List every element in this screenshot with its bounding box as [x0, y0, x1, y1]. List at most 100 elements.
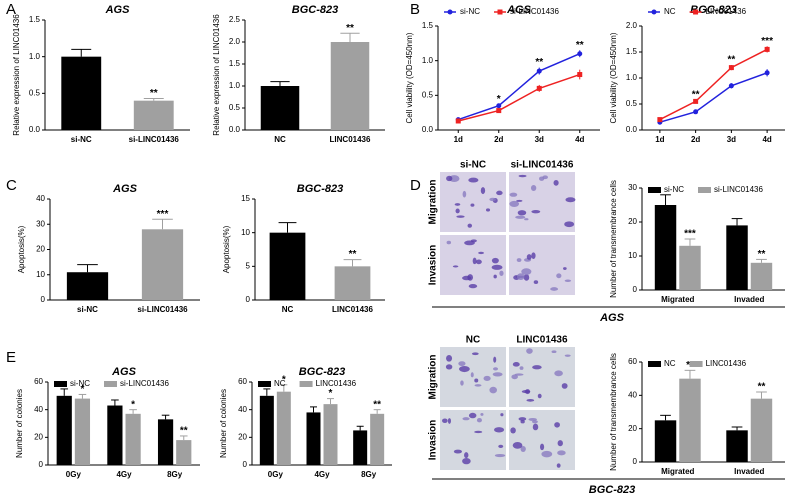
cell	[526, 348, 533, 354]
cell	[474, 378, 479, 383]
legend-label: NC	[664, 7, 676, 16]
line	[458, 53, 581, 121]
cell	[476, 418, 482, 423]
image-row-label: Invasion	[428, 245, 439, 286]
cell	[539, 443, 545, 451]
significance: *	[497, 94, 501, 105]
y-tick-label: 1.5	[626, 47, 638, 56]
cell	[515, 215, 526, 219]
significance: ***	[684, 229, 696, 240]
y-tick-label: 40	[34, 405, 43, 414]
cell	[468, 177, 479, 183]
cell	[532, 423, 539, 431]
cell	[524, 218, 529, 221]
cell	[553, 179, 559, 186]
marker	[728, 83, 734, 89]
cell	[500, 413, 504, 417]
cell	[491, 264, 503, 270]
cell	[564, 354, 571, 357]
cell	[446, 355, 453, 362]
line	[659, 48, 768, 121]
x-tick-label: LINC01436	[332, 305, 373, 314]
image-column-label: si-NC	[460, 160, 486, 171]
cell	[563, 267, 567, 270]
y-tick-label: 5	[246, 261, 251, 270]
bar	[370, 413, 385, 465]
significance: **	[346, 23, 354, 34]
x-tick-label: 1d	[655, 135, 664, 144]
x-tick-label: 0Gy	[268, 470, 284, 479]
cell	[496, 190, 503, 196]
legend-swatch	[698, 187, 711, 193]
y-tick-label: 2.5	[229, 15, 241, 24]
x-tick-label: 8Gy	[167, 470, 183, 479]
cell	[494, 453, 506, 458]
x-tick-label: si-NC	[71, 135, 92, 144]
micrograph	[509, 347, 575, 407]
cell	[564, 221, 575, 228]
cell	[556, 273, 562, 279]
panel-label: A	[6, 1, 16, 18]
cell	[539, 176, 545, 181]
cell	[565, 197, 576, 203]
bar	[259, 395, 274, 465]
cell	[526, 398, 535, 402]
legend-marker	[651, 9, 657, 15]
y-tick-label: 0	[633, 285, 638, 294]
cell	[498, 444, 504, 448]
cell	[521, 390, 531, 394]
marker	[657, 117, 663, 123]
line	[458, 73, 580, 122]
cell	[516, 199, 523, 202]
cell	[510, 427, 516, 434]
significance: **	[180, 426, 188, 437]
bar	[306, 412, 321, 465]
y-tick-label: 0	[39, 460, 44, 469]
y-tick-label: 20	[36, 245, 45, 254]
significance: *	[282, 374, 286, 385]
cell	[518, 417, 527, 421]
caption: AGS	[599, 312, 625, 324]
legend-label: si-NC	[70, 379, 90, 388]
cell	[483, 375, 491, 381]
bar	[141, 229, 184, 300]
x-tick-label: 4Gy	[314, 470, 330, 479]
marker	[728, 65, 734, 71]
y-tick-label: 60	[34, 377, 43, 386]
significance: *	[329, 388, 333, 399]
cell	[526, 254, 532, 260]
y-axis-label: Apoptosis(%)	[17, 225, 26, 273]
bar	[750, 398, 773, 462]
cell	[516, 258, 522, 263]
cell	[554, 422, 560, 428]
y-tick-label: 30	[628, 183, 637, 192]
cell	[468, 283, 478, 289]
y-axis-label: Apoptosis(%)	[222, 225, 231, 273]
cell	[470, 372, 474, 378]
bar	[654, 420, 677, 462]
cell	[557, 450, 566, 456]
y-tick-label: 10	[241, 228, 250, 237]
cell	[493, 367, 499, 371]
bar	[74, 398, 91, 465]
y-tick-label: 40	[36, 194, 45, 203]
significance: ***	[157, 209, 169, 220]
y-tick-label: 0.5	[229, 103, 241, 112]
cell	[453, 449, 462, 454]
bar	[726, 225, 748, 290]
significance: **	[576, 40, 584, 51]
bar	[726, 430, 748, 462]
legend-marker	[497, 9, 503, 15]
cell	[468, 412, 477, 419]
panel-label: C	[6, 177, 17, 194]
marker	[496, 108, 502, 114]
cell	[551, 350, 557, 354]
panel-label: E	[6, 349, 16, 366]
significance: **	[150, 88, 158, 99]
cell	[509, 200, 520, 208]
x-tick-label: 8Gy	[361, 470, 377, 479]
cell	[520, 420, 525, 424]
panel-label: D	[410, 177, 421, 194]
cell	[470, 203, 475, 207]
